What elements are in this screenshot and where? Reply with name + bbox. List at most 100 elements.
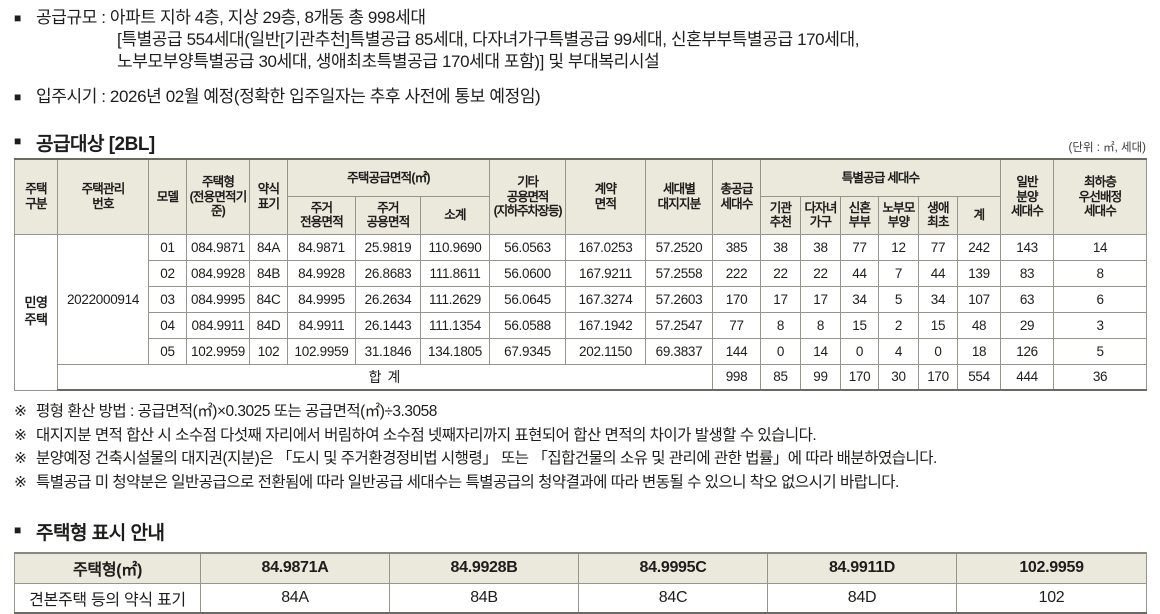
housing-type-cell: 084.9928 — [186, 259, 250, 287]
total-label-cell: 합 계 — [57, 363, 713, 391]
housing-type-cell: 084.9871 — [186, 233, 250, 261]
note-marker-icon: ※ — [14, 473, 27, 491]
note-text: 대지지분 면적 합산 시 소수점 다섯째 자리에서 버림하여 소수점 넷째자리까… — [36, 426, 817, 444]
model-cell: 03 — [148, 285, 187, 313]
lowest-floor-cell: 14 — [1053, 233, 1148, 261]
general-units-cell: 83 — [1000, 259, 1055, 287]
abbrev-cell: 84D — [249, 311, 288, 339]
lowest-floor-cell: 8 — [1053, 259, 1148, 287]
move-in-line: ■ 입주시기 : 2026년 02월 예정(정확한 입주일자는 추후 사전에 통… — [14, 86, 1146, 108]
supply-row: 민영 주택 2022000914 01 084.9871 84A 84.9871 25.98… — [14, 233, 1148, 391]
supply-section-head: ■ 공급대상 [2BL] (단위 : ㎡, 세대) — [14, 129, 1146, 156]
land-share-cell: 57.2520 — [645, 233, 713, 261]
type-header-row: 주택형(㎡) 84.9871A 84.9928B 84.9995C 84.991… — [14, 552, 1147, 584]
header-housing-type: 주택형 (전용면적기준) — [186, 158, 250, 235]
type-section-title: ■ 주택형 표시 안내 — [14, 518, 165, 545]
newlywed-cell: 0 — [840, 337, 879, 365]
common-area-cell: 25.9819 — [355, 233, 421, 261]
abbrev-cell: 84A — [249, 233, 288, 261]
multi-child-total-cell: 99 — [800, 363, 841, 391]
mgmt-no-cell: 2022000914 — [57, 233, 149, 365]
header-model: 모델 — [148, 158, 187, 235]
special-total-cell: 242 — [956, 233, 1002, 261]
square-bullet-icon: ■ — [14, 134, 21, 148]
elderly-support-cell: 7 — [878, 259, 919, 287]
header-supply-area-group: 주택공급면적(㎡) — [287, 158, 490, 197]
header-abbrev: 약식 표기 — [249, 158, 288, 235]
lowest-floor-cell: 5 — [1053, 337, 1148, 365]
type-value: 84.9871A — [200, 552, 390, 584]
move-in-text: 입주시기 : 2026년 02월 예정(정확한 입주일자는 추후 사전에 통보 … — [36, 87, 541, 106]
header-housing-class: 주택 구분 — [14, 158, 58, 235]
inst-recommend-total-cell: 85 — [760, 363, 801, 391]
header-etc-common-area: 기타 공용면적 (지하주차장등) — [489, 158, 566, 235]
first-time-cell: 15 — [918, 311, 958, 339]
housing-type-cell: 102.9959 — [186, 337, 250, 365]
note-marker-icon: ※ — [14, 403, 27, 420]
multi-child-cell: 14 — [800, 337, 841, 365]
total-units-total-cell: 998 — [712, 363, 761, 391]
abbrev-row-header: 견본주택 등의 약식 표기 — [14, 582, 201, 614]
exclusive-area-cell: 84.9911 — [287, 311, 356, 339]
common-area-cell: 26.1443 — [355, 311, 421, 339]
etc-common-area-cell: 56.0600 — [489, 259, 566, 287]
note-line: ※ 분양예정 건축시설물의 대지권(지분)은 「도시 및 주거환경정비법 시행령… — [14, 447, 1146, 471]
header-land-share: 세대별 대지지분 — [645, 158, 713, 235]
header-special-group: 특별공급 세대수 — [759, 158, 1002, 197]
inst-recommend-cell: 17 — [760, 285, 801, 313]
special-total-cell: 139 — [956, 259, 1002, 287]
land-share-cell: 57.2603 — [645, 285, 713, 313]
inst-recommend-cell: 0 — [760, 337, 801, 365]
type-value: 84.9911D — [767, 552, 957, 584]
special-total-cell: 48 — [956, 311, 1002, 339]
note-marker-icon: ※ — [14, 450, 27, 467]
abbrev-value: 84C — [578, 582, 768, 614]
total-units-cell: 77 — [712, 311, 761, 339]
contract-area-cell: 167.1942 — [565, 311, 646, 339]
supply-scale-cont-line-2: 노부모부양특별공급 30세대, 생애최초특별공급 170세대 포함)] 및 부대… — [14, 51, 1146, 73]
header-elderly-support: 노부모 부양 — [878, 195, 919, 235]
unit-note: (단위 : ㎡, 세대) — [1068, 142, 1146, 154]
subtotal-area-cell: 111.1354 — [420, 311, 490, 339]
subtotal-area-cell: 134.1805 — [420, 337, 490, 365]
supply-table: 주택 구분 주택관리 번호 모델 주택형 (전용면적기준) 약식 표기 주택공급… — [14, 158, 1148, 391]
intro-section: ■ 공급규모 : 아파트 지하 4층, 지상 29층, 8개동 총 998세대 … — [14, 7, 1146, 108]
elderly-support-cell: 5 — [878, 285, 919, 313]
total-units-cell: 170 — [712, 285, 761, 313]
supply-scale-cont-text-1: [특별공급 554세대(일반[기관추천]특별공급 85세대, 다자녀가구특별공급… — [117, 30, 860, 49]
note-text: 평형 환산 방법 : 공급면적(㎡)×0.3025 또는 공급면적(㎡)÷3.3… — [36, 403, 437, 420]
supply-section-title: ■ 공급대상 [2BL] — [14, 129, 155, 156]
special-total-cell: 18 — [956, 337, 1002, 365]
header-total-units: 총공급 세대수 — [712, 158, 761, 235]
first-time-cell: 34 — [918, 285, 958, 313]
general-units-total-cell: 444 — [1000, 363, 1055, 391]
supply-row: 02 084.9928 84B 84.9928 26.8683 111.8611 56.06… — [15, 259, 1148, 287]
header-contract-area: 계약 면적 — [565, 158, 646, 235]
model-cell: 04 — [148, 311, 187, 339]
header-general-units: 일반 분양 세대수 — [1000, 158, 1055, 235]
subtotal-area-cell: 111.2629 — [420, 285, 490, 313]
multi-child-cell: 17 — [800, 285, 841, 313]
lowest-floor-cell: 3 — [1053, 311, 1148, 339]
notes-section: ※ 평형 환산 방법 : 공급면적(㎡)×0.3025 또는 공급면적(㎡)÷3… — [14, 400, 1146, 494]
supply-row: 04 084.9911 84D 84.9911 26.1443 111.1354 56.05… — [15, 311, 1148, 339]
housing-type-table: 주택형(㎡) 84.9871A 84.9928B 84.9995C 84.991… — [14, 552, 1147, 614]
abbrev-cell: 102 — [249, 337, 288, 365]
square-bullet-icon: ■ — [14, 90, 21, 104]
header-multi-child: 다자녀 가구 — [800, 195, 841, 235]
header-subtotal: 소계 — [420, 195, 490, 235]
first-time-cell: 44 — [918, 259, 958, 287]
exclusive-area-cell: 84.9871 — [287, 233, 356, 261]
type-col-header: 주택형(㎡) — [14, 552, 201, 584]
note-marker-icon: ※ — [14, 426, 27, 444]
abbrev-value: 84B — [389, 582, 579, 614]
subtotal-area-cell: 110.9690 — [420, 233, 490, 261]
supply-scale-cont-line-1: [특별공급 554세대(일반[기관추천]특별공급 85세대, 다자녀가구특별공급… — [14, 29, 1146, 51]
newlywed-cell: 44 — [840, 259, 879, 287]
header-inst-recommend: 기관 추천 — [760, 195, 801, 235]
type-value: 102.9959 — [956, 552, 1147, 584]
header-special-total: 계 — [956, 195, 1002, 235]
multi-child-cell: 38 — [800, 233, 841, 261]
supply-scale-cont-text-2: 노부모부양특별공급 30세대, 생애최초특별공급 170세대 포함)] 및 부대… — [117, 52, 660, 71]
lowest-floor-total-cell: 36 — [1053, 363, 1148, 391]
